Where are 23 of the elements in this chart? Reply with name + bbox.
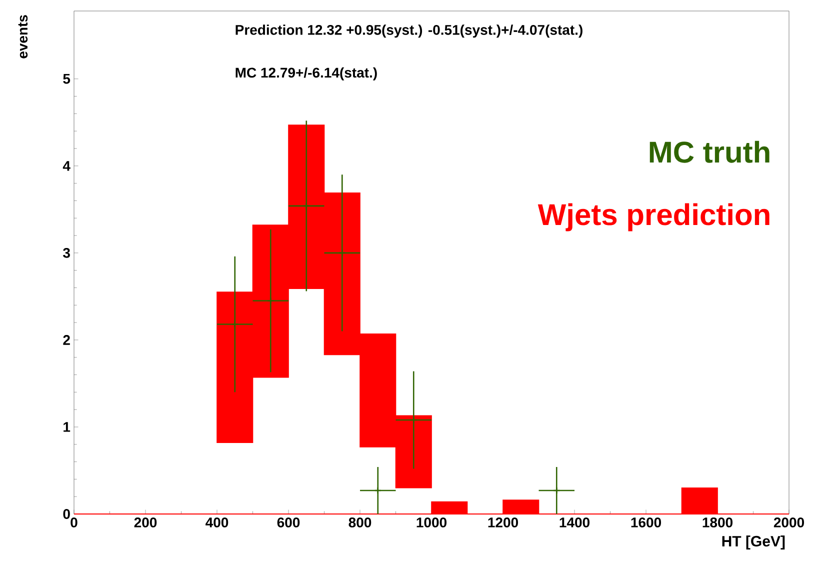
x-tick-label: 1400 (560, 518, 590, 528)
x-tick-label: 0 (70, 518, 78, 528)
y-tick-label: 3 (63, 248, 70, 258)
y-axis-title: events (18, 15, 28, 58)
y-tick-label: 4 (62, 161, 70, 171)
x-axis-title: HT [GeV] (722, 536, 785, 550)
x-tick-label: 800 (348, 518, 372, 528)
x-tick-label: 200 (134, 518, 157, 528)
x-tick-label: 600 (277, 518, 300, 528)
x-tick-label: 1200 (488, 518, 518, 528)
x-tick-label: 1600 (631, 518, 662, 528)
x-tick-label: 400 (206, 518, 228, 528)
y-tick-label: 5 (63, 74, 70, 84)
text: Wjets prediction (538, 203, 770, 232)
y-tick-label: 2 (63, 335, 70, 345)
y-tick-label: 1 (64, 422, 70, 432)
y-tick-label: 0 (63, 509, 70, 519)
annotation: Prediction 12.32 +0.95(syst.) -0.51(syst.)+/-4.07(stat.) (236, 24, 582, 38)
text: MC truth (650, 140, 770, 163)
x-tick-label: 2000 (774, 518, 804, 528)
x-tick-label: 1000 (416, 518, 446, 528)
annotation: MC 12.79+/-6.14(stat.) (236, 67, 377, 80)
x-tick-label: 1800 (702, 518, 733, 528)
